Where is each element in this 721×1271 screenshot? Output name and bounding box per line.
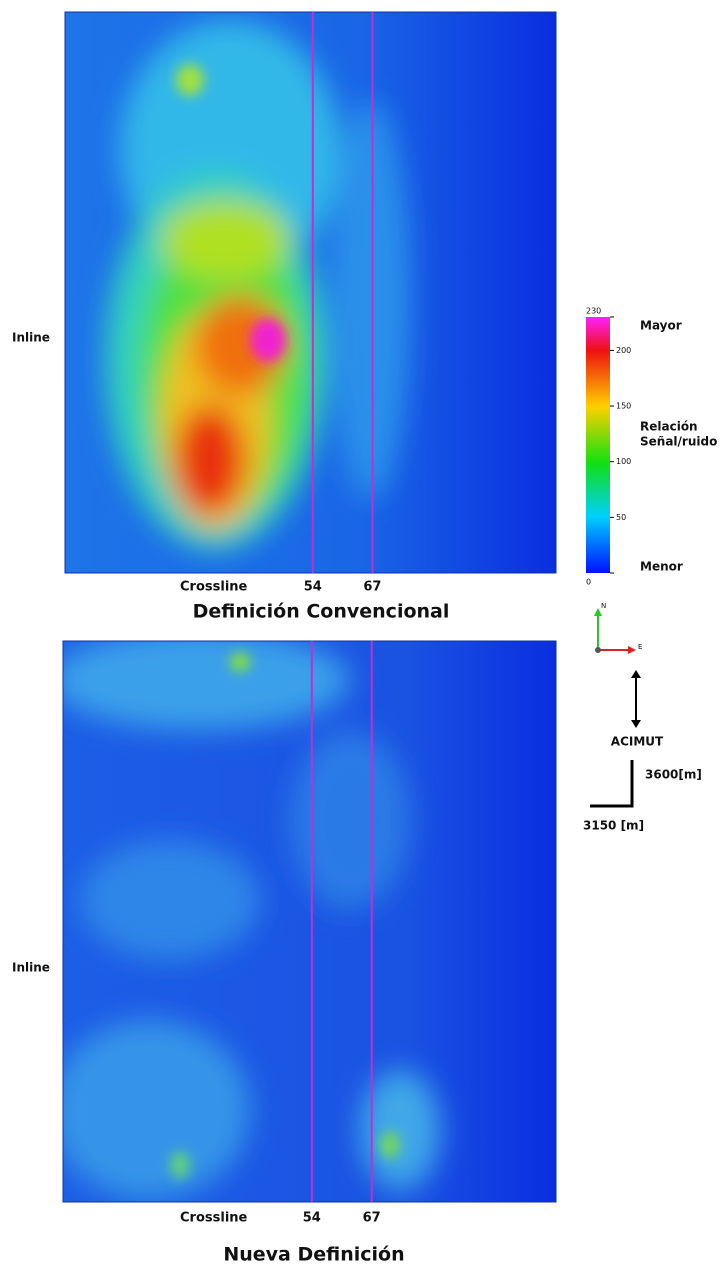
x-axis-label: Crossline <box>180 580 248 595</box>
y-axis-label: Inline <box>12 331 50 345</box>
colorbar-tick-label: 0 <box>586 578 591 587</box>
azimuth-label: ACIMUT <box>611 735 664 749</box>
colorbar-title: Señal/ruido <box>640 435 717 449</box>
colorbar-title: Relación <box>640 420 698 434</box>
north-label: N <box>601 602 606 610</box>
x-axis-label: Crossline <box>180 1211 248 1226</box>
colorbar <box>586 317 610 573</box>
colorbar-tick-label: 200 <box>616 346 631 355</box>
east-label: E <box>638 643 642 651</box>
colorbar-high: Mayor <box>640 319 682 333</box>
crossline-marker-label: 67 <box>363 580 381 595</box>
colorbar-tick-label: 50 <box>616 513 626 522</box>
scale-width: 3150 [m] <box>583 819 644 833</box>
colorbar-tick-label: 150 <box>616 402 631 411</box>
colorbar-low: Menor <box>640 560 683 574</box>
figure: Inline Crossline Definición Convencional… <box>0 0 721 1267</box>
heatmap-conventional <box>65 12 556 573</box>
crossline-marker-label: 67 <box>363 1211 381 1226</box>
colorbar-tick-label: 230 <box>586 307 601 316</box>
crossline-marker-label: 54 <box>304 580 322 595</box>
heatmap-new <box>50 630 556 1202</box>
panel-title: Definición Convencional <box>193 601 450 623</box>
y-axis-label: Inline <box>12 961 50 975</box>
crossline-marker-label: 54 <box>303 1211 321 1226</box>
scale-height: 3600[m] <box>645 768 702 782</box>
panel-title: Nueva Definición <box>223 1244 404 1266</box>
colorbar-tick-label: 100 <box>616 457 631 466</box>
compass: N E ACIMUT 3600[m] 3150 [m] <box>583 602 702 833</box>
